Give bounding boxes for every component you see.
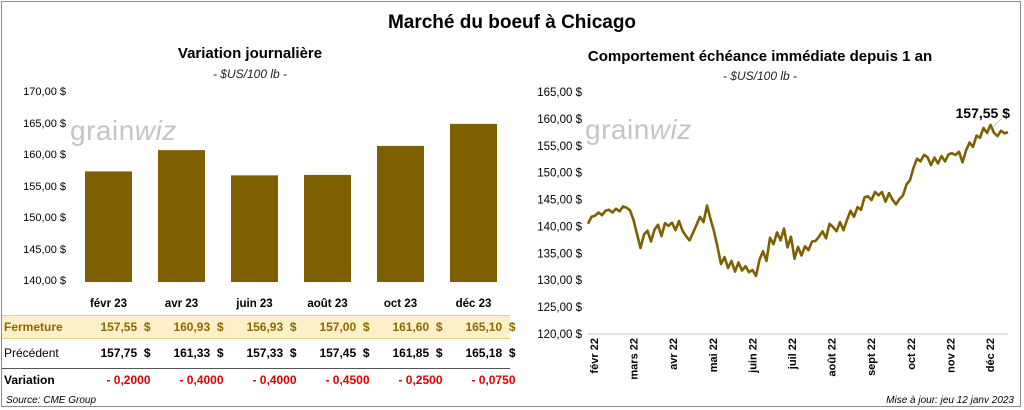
bar bbox=[158, 150, 205, 282]
table-cell: - 0,4500 bbox=[325, 373, 370, 387]
line-y-tick-label: 165,00 $ bbox=[537, 87, 582, 99]
line-x-tick-label: avr 22 bbox=[668, 338, 680, 370]
table-row-precedent: Précédent 157,75 $ 161,33 $ 157,33 $ 157,45… bbox=[2, 342, 516, 364]
source-note: Source: CME Group bbox=[6, 395, 97, 406]
bar-y-tick-label: 155,00 $ bbox=[23, 180, 66, 193]
line-x-tick-label: mai 22 bbox=[708, 338, 720, 372]
table-cell: 160,93 $ bbox=[173, 320, 224, 334]
line-y-tick-label: 160,00 $ bbox=[537, 114, 582, 126]
bar-y-tick-label: 140,00 $ bbox=[23, 275, 66, 287]
table-cell: 165,10 $ bbox=[465, 320, 516, 334]
line-y-tick-label: 130,00 $ bbox=[537, 275, 582, 287]
table-cell: - 0,4000 bbox=[179, 373, 224, 387]
bar-chart-title: Variation journalière bbox=[177, 45, 323, 62]
table-cell: 161,33 $ bbox=[173, 346, 224, 360]
table-cell: 157,75 $ bbox=[100, 346, 151, 360]
bar-y-tick-label: 160,00 $ bbox=[23, 149, 66, 161]
line-y-tick-label: 135,00 $ bbox=[537, 248, 582, 260]
line-y-tick-label: 155,00 $ bbox=[537, 141, 582, 153]
table-cell: 157,55 $ bbox=[100, 320, 151, 334]
table-row-variation: Variation - 0,2000 - 0,4000 - 0,4000 - 0,45… bbox=[2, 368, 516, 391]
last-value-leader bbox=[993, 117, 1003, 127]
line-x-tick-label: mars 22 bbox=[629, 338, 641, 380]
line-y-tick-label: 140,00 $ bbox=[537, 221, 582, 233]
line-x-tick-label: juil 22 bbox=[787, 338, 799, 370]
bar bbox=[231, 175, 278, 282]
table-cell: 161,85 $ bbox=[392, 346, 443, 360]
update-note: Mise à jour: jeu 12 janv 2023 bbox=[886, 395, 1014, 406]
row-label: Variation bbox=[4, 373, 55, 387]
bar bbox=[450, 123, 497, 283]
table-cell: 157,33 $ bbox=[246, 346, 297, 360]
bar-x-tick-label: déc 23 bbox=[455, 298, 492, 310]
watermark-left: grainwiz bbox=[70, 115, 177, 146]
bar-x-tick-label: oct 23 bbox=[383, 298, 418, 310]
series-line bbox=[586, 123, 1009, 278]
bar bbox=[85, 171, 132, 282]
line-x-tick-label: nov 22 bbox=[945, 338, 957, 373]
bar bbox=[377, 145, 424, 282]
table-cell: - 0,2500 bbox=[398, 373, 443, 387]
bar-y-tick-label: 170,00 $ bbox=[23, 86, 66, 98]
row-label: Fermeture bbox=[4, 320, 63, 334]
line-x-tick-label: oct 22 bbox=[906, 338, 918, 370]
row-label: Précédent bbox=[4, 346, 59, 360]
table-cell: 156,93 $ bbox=[246, 320, 297, 334]
line-chart-title: Comportement échéance immédiate depuis 1… bbox=[587, 48, 933, 65]
bar-y-tick-label: 145,00 $ bbox=[23, 243, 66, 256]
line-chart: 120,00 $ 125,00 $ 130,00 $ 135,00 $ 140,00 $… bbox=[537, 87, 1011, 380]
main-title: Marché du boeuf à Chicago bbox=[387, 12, 637, 33]
bar-x-tick-label: juin 23 bbox=[236, 298, 273, 310]
line-x-tick-label: déc 22 bbox=[985, 338, 997, 372]
table-cell: 157,00 $ bbox=[319, 320, 370, 334]
line-x-tick-label: sept 22 bbox=[866, 338, 878, 376]
bar-chart-subtitle: - $US/100 lb - bbox=[212, 67, 288, 81]
bar-x-tick-label: avr 23 bbox=[164, 298, 199, 310]
line-y-tick-label: 125,00 $ bbox=[537, 302, 582, 314]
line-chart-subtitle: - $US/100 lb - bbox=[722, 69, 798, 83]
table-row-fermeture: Fermeture 157,55 $ 160,93 $ 156,93 $ 157,00… bbox=[2, 315, 516, 339]
table-cell: - 0,0750 bbox=[471, 373, 516, 387]
line-y-tick-label: 120,00 $ bbox=[537, 329, 582, 341]
bar-y-tick-label: 165,00 $ bbox=[23, 117, 66, 130]
bar bbox=[304, 174, 351, 282]
table-cell: - 0,2000 bbox=[106, 373, 151, 387]
table-cell: 165,18 $ bbox=[465, 346, 516, 360]
table-cell: 157,45 $ bbox=[319, 346, 370, 360]
bar-chart bbox=[85, 123, 497, 283]
line-x-tick-label: août 22 bbox=[827, 338, 839, 377]
bar-y-tick-label: 150,00 $ bbox=[23, 212, 66, 224]
watermark-right: grainwiz bbox=[585, 114, 692, 145]
bar-x-tick-label: août 23 bbox=[307, 298, 348, 310]
table-cell: - 0,4000 bbox=[252, 373, 297, 387]
line-y-tick-label: 145,00 $ bbox=[537, 195, 582, 207]
line-x-tick-label: juin 22 bbox=[747, 338, 759, 374]
line-y-tick-label: 150,00 $ bbox=[537, 168, 582, 180]
last-value-label: 157,55 $ bbox=[956, 105, 1011, 121]
bar-x-tick-label: févr 23 bbox=[89, 298, 128, 310]
line-x-tick-label: févr 22 bbox=[589, 338, 601, 373]
table-cell: 161,60 $ bbox=[392, 320, 443, 334]
